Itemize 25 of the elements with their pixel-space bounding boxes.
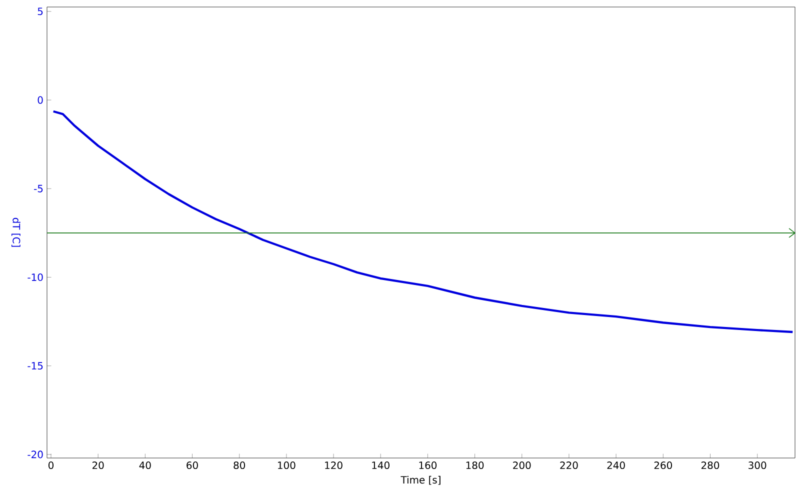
y-tick-label: -5 (34, 184, 43, 192)
x-tick-label: 220 (560, 462, 578, 470)
x-tick-label: 40 (139, 462, 151, 470)
x-tick-label: 160 (419, 462, 437, 470)
x-tick-label: 60 (186, 462, 198, 470)
y-tick-label: 0 (38, 96, 43, 104)
y-axis-title: dT [C] (11, 218, 20, 247)
x-tick-label: 180 (466, 462, 484, 470)
x-tick-label: 140 (372, 462, 390, 470)
y-tick-label: 5 (38, 8, 43, 16)
y-tick-label: -10 (28, 273, 43, 282)
x-tick-label: 300 (748, 462, 766, 470)
x-tick-label: 20 (92, 462, 104, 470)
x-tick-label: 100 (278, 462, 296, 470)
x-tick-label: 280 (701, 462, 720, 470)
x-tick-label: 200 (513, 462, 531, 470)
line-series (52, 110, 794, 334)
x-tick-label: 0 (48, 462, 54, 470)
x-tick-label: 80 (234, 462, 246, 470)
y-tick-label: -15 (28, 362, 43, 370)
x-tick-label: 240 (607, 462, 625, 470)
x-tick-label: 260 (654, 462, 672, 470)
x-tick-label: 120 (325, 462, 342, 470)
x-axis-title: Time [s] (400, 476, 440, 485)
y-tick-label: -20 (28, 450, 43, 458)
